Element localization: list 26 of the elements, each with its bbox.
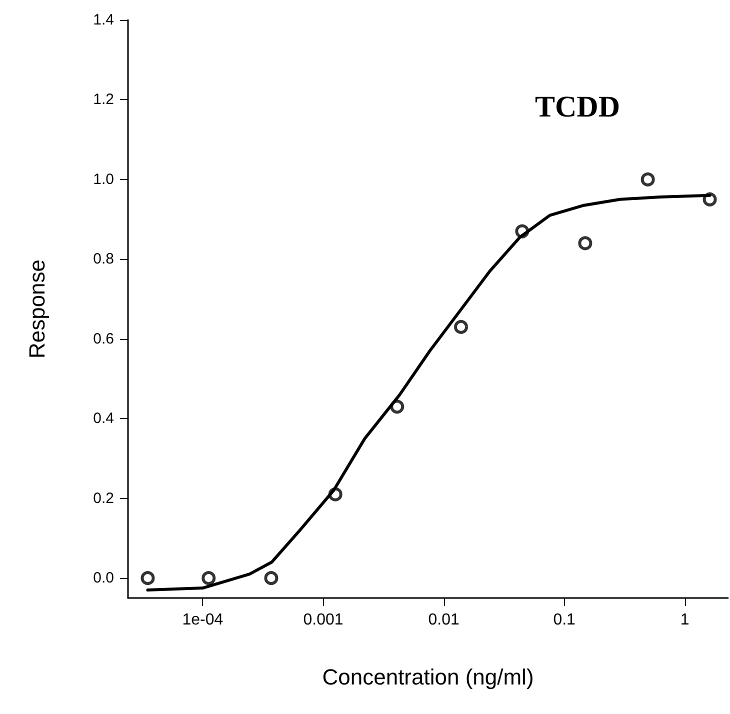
- y-tick-label: 0.2: [93, 490, 114, 507]
- point: [328, 487, 342, 502]
- x-tick-label: 0.001: [303, 612, 344, 628]
- y-axis-title: Response: [24, 259, 50, 359]
- point: [140, 571, 155, 586]
- y-tick-label: 1.2: [93, 91, 114, 108]
- point: [454, 320, 468, 334]
- x-tick-label: 0.01: [428, 612, 460, 628]
- y-tick-label: 0.0: [93, 570, 114, 587]
- y-tick-label: 0.6: [93, 330, 114, 348]
- point: [578, 236, 592, 250]
- x-tick-label: 1: [680, 612, 690, 628]
- y-tick-label: 0.8: [93, 250, 114, 268]
- annotation: TCDD: [535, 90, 620, 124]
- y-tick-label: 0.4: [93, 410, 114, 428]
- x-tick-label: 0.1: [553, 612, 576, 628]
- point: [640, 172, 655, 186]
- y-tick-label: 1.0: [93, 170, 114, 188]
- point: [390, 400, 404, 414]
- y-tick-label: 1.4: [93, 12, 114, 28]
- point: [264, 571, 278, 586]
- point: [702, 192, 717, 206]
- x-tick-label: 1e-04: [182, 612, 224, 628]
- point: [515, 224, 530, 238]
- x-axis-title: Concentration (ng/ml): [322, 664, 534, 690]
- point: [202, 571, 216, 586]
